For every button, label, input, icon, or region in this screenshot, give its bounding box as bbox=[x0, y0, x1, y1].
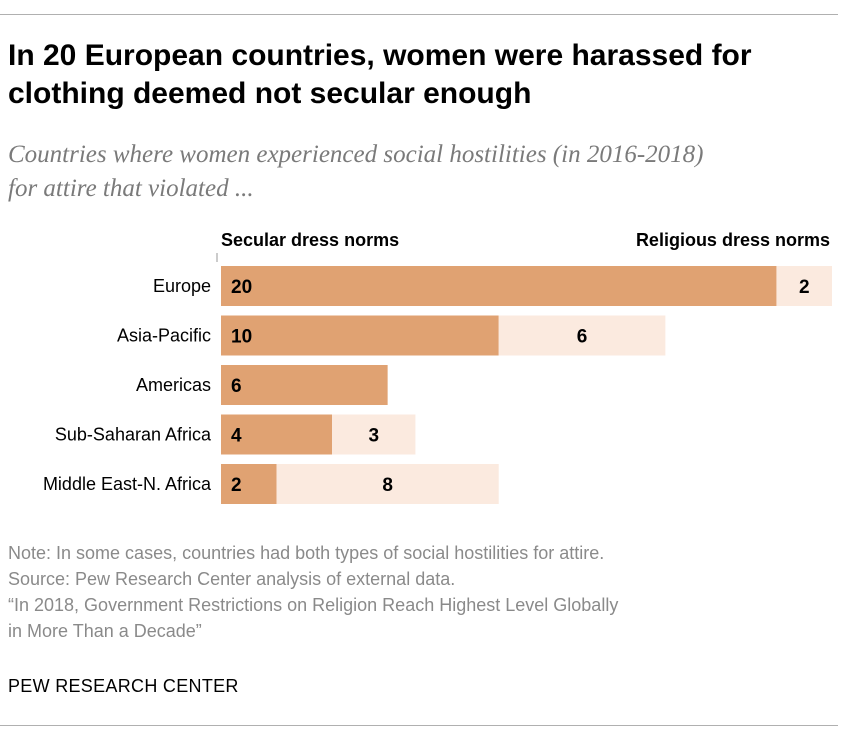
bar-religious bbox=[276, 464, 499, 504]
bottom-rule bbox=[0, 725, 838, 726]
bar-religious bbox=[776, 266, 832, 306]
bar-secular bbox=[221, 464, 277, 504]
source-text: Source: Pew Research Center analysis of … bbox=[8, 569, 456, 589]
bar-religious bbox=[332, 414, 416, 455]
brand-footer: PEW RESEARCH CENTER bbox=[8, 676, 239, 696]
category-label: Middle East-N. Africa bbox=[43, 474, 212, 494]
bar-secular bbox=[221, 266, 777, 306]
note-text: Note: In some cases, countries had both … bbox=[8, 543, 605, 563]
data-label-religious: 2 bbox=[799, 277, 810, 298]
notes-block: Note: In some cases, countries had both … bbox=[8, 540, 828, 644]
category-label: Sub-Saharan Africa bbox=[55, 425, 212, 445]
data-label-secular: 20 bbox=[231, 277, 252, 298]
data-label-secular: 4 bbox=[231, 426, 242, 447]
bar-secular bbox=[221, 414, 333, 455]
data-label-religious: 6 bbox=[577, 327, 588, 348]
category-label: Asia-Pacific bbox=[117, 326, 211, 346]
report-title-line-1: “In 2018, Government Restrictions on Rel… bbox=[8, 595, 619, 615]
data-label-religious: 3 bbox=[368, 426, 379, 447]
data-label-secular: 6 bbox=[231, 376, 242, 397]
report-title-line-2: in More Than a Decade” bbox=[8, 621, 202, 641]
stacked-bar-chart: Secular dress norms Religious dress norms… bbox=[43, 230, 832, 504]
chart-subtitle: Countries where women experienced social… bbox=[8, 141, 704, 202]
bar-secular bbox=[221, 365, 388, 405]
category-label: Europe bbox=[153, 276, 211, 296]
data-label-secular: 2 bbox=[231, 475, 242, 496]
top-rule bbox=[0, 14, 838, 15]
chart-title: In 20 European countries, women were har… bbox=[8, 39, 752, 110]
data-label-religious: 8 bbox=[382, 475, 393, 496]
legend-secular: Secular dress norms bbox=[221, 230, 399, 250]
bar-religious bbox=[498, 315, 666, 356]
bar-secular bbox=[221, 315, 499, 356]
legend-religious: Religious dress norms bbox=[636, 230, 830, 250]
data-label-secular: 10 bbox=[231, 327, 252, 348]
category-label: Americas bbox=[136, 375, 211, 395]
